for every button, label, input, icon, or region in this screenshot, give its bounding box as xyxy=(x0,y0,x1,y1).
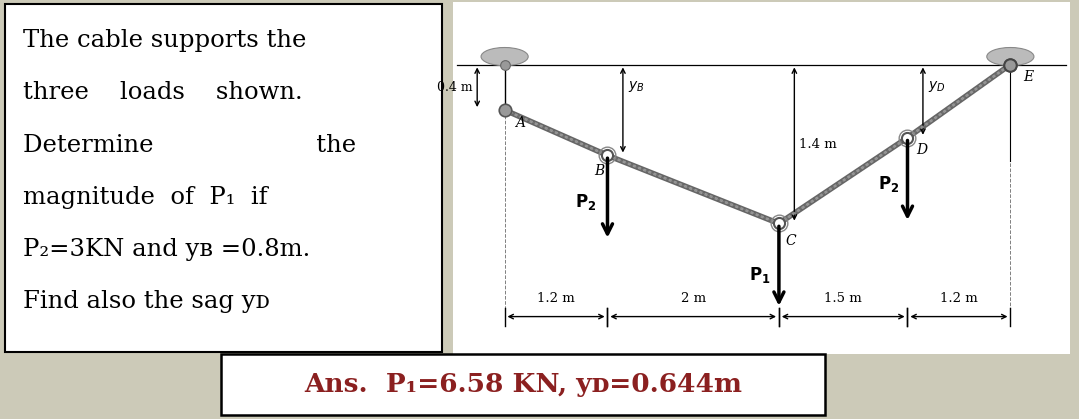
Text: $\mathbf{P_1}$: $\mathbf{P_1}$ xyxy=(749,264,770,285)
Text: 1.4 m: 1.4 m xyxy=(800,137,837,150)
Text: three    loads    shown.: three loads shown. xyxy=(23,81,302,104)
Text: $\mathbf{P_2}$: $\mathbf{P_2}$ xyxy=(575,192,597,212)
Ellipse shape xyxy=(481,47,529,66)
Text: 1.5 m: 1.5 m xyxy=(824,292,862,305)
Text: The cable supports the: The cable supports the xyxy=(23,29,306,52)
Text: C: C xyxy=(786,234,796,248)
Text: B: B xyxy=(593,164,604,178)
Text: 1.2 m: 1.2 m xyxy=(940,292,978,305)
Text: P₂=3KN and yʙ =0.8m.: P₂=3KN and yʙ =0.8m. xyxy=(23,238,310,261)
Text: $\mathbf{P_2}$: $\mathbf{P_2}$ xyxy=(877,174,899,194)
Text: Determine                     the: Determine the xyxy=(23,134,356,157)
FancyBboxPatch shape xyxy=(221,354,825,415)
Text: D: D xyxy=(916,143,927,157)
Text: 2 m: 2 m xyxy=(681,292,706,305)
FancyBboxPatch shape xyxy=(5,4,442,352)
Text: $y_B$: $y_B$ xyxy=(628,79,644,94)
Text: 0.4 m: 0.4 m xyxy=(437,81,473,94)
Text: Ans.  P₁=6.58 KN, yᴅ=0.644m: Ans. P₁=6.58 KN, yᴅ=0.644m xyxy=(304,372,742,397)
FancyBboxPatch shape xyxy=(453,2,1070,354)
Ellipse shape xyxy=(987,47,1034,66)
Text: Find also the sag yᴅ: Find also the sag yᴅ xyxy=(23,290,270,313)
Text: $y_D$: $y_D$ xyxy=(928,79,945,94)
Text: magnitude  of  P₁  if: magnitude of P₁ if xyxy=(23,186,268,209)
Text: 1.2 m: 1.2 m xyxy=(537,292,575,305)
Text: E: E xyxy=(1023,70,1034,84)
Text: A: A xyxy=(515,116,524,129)
